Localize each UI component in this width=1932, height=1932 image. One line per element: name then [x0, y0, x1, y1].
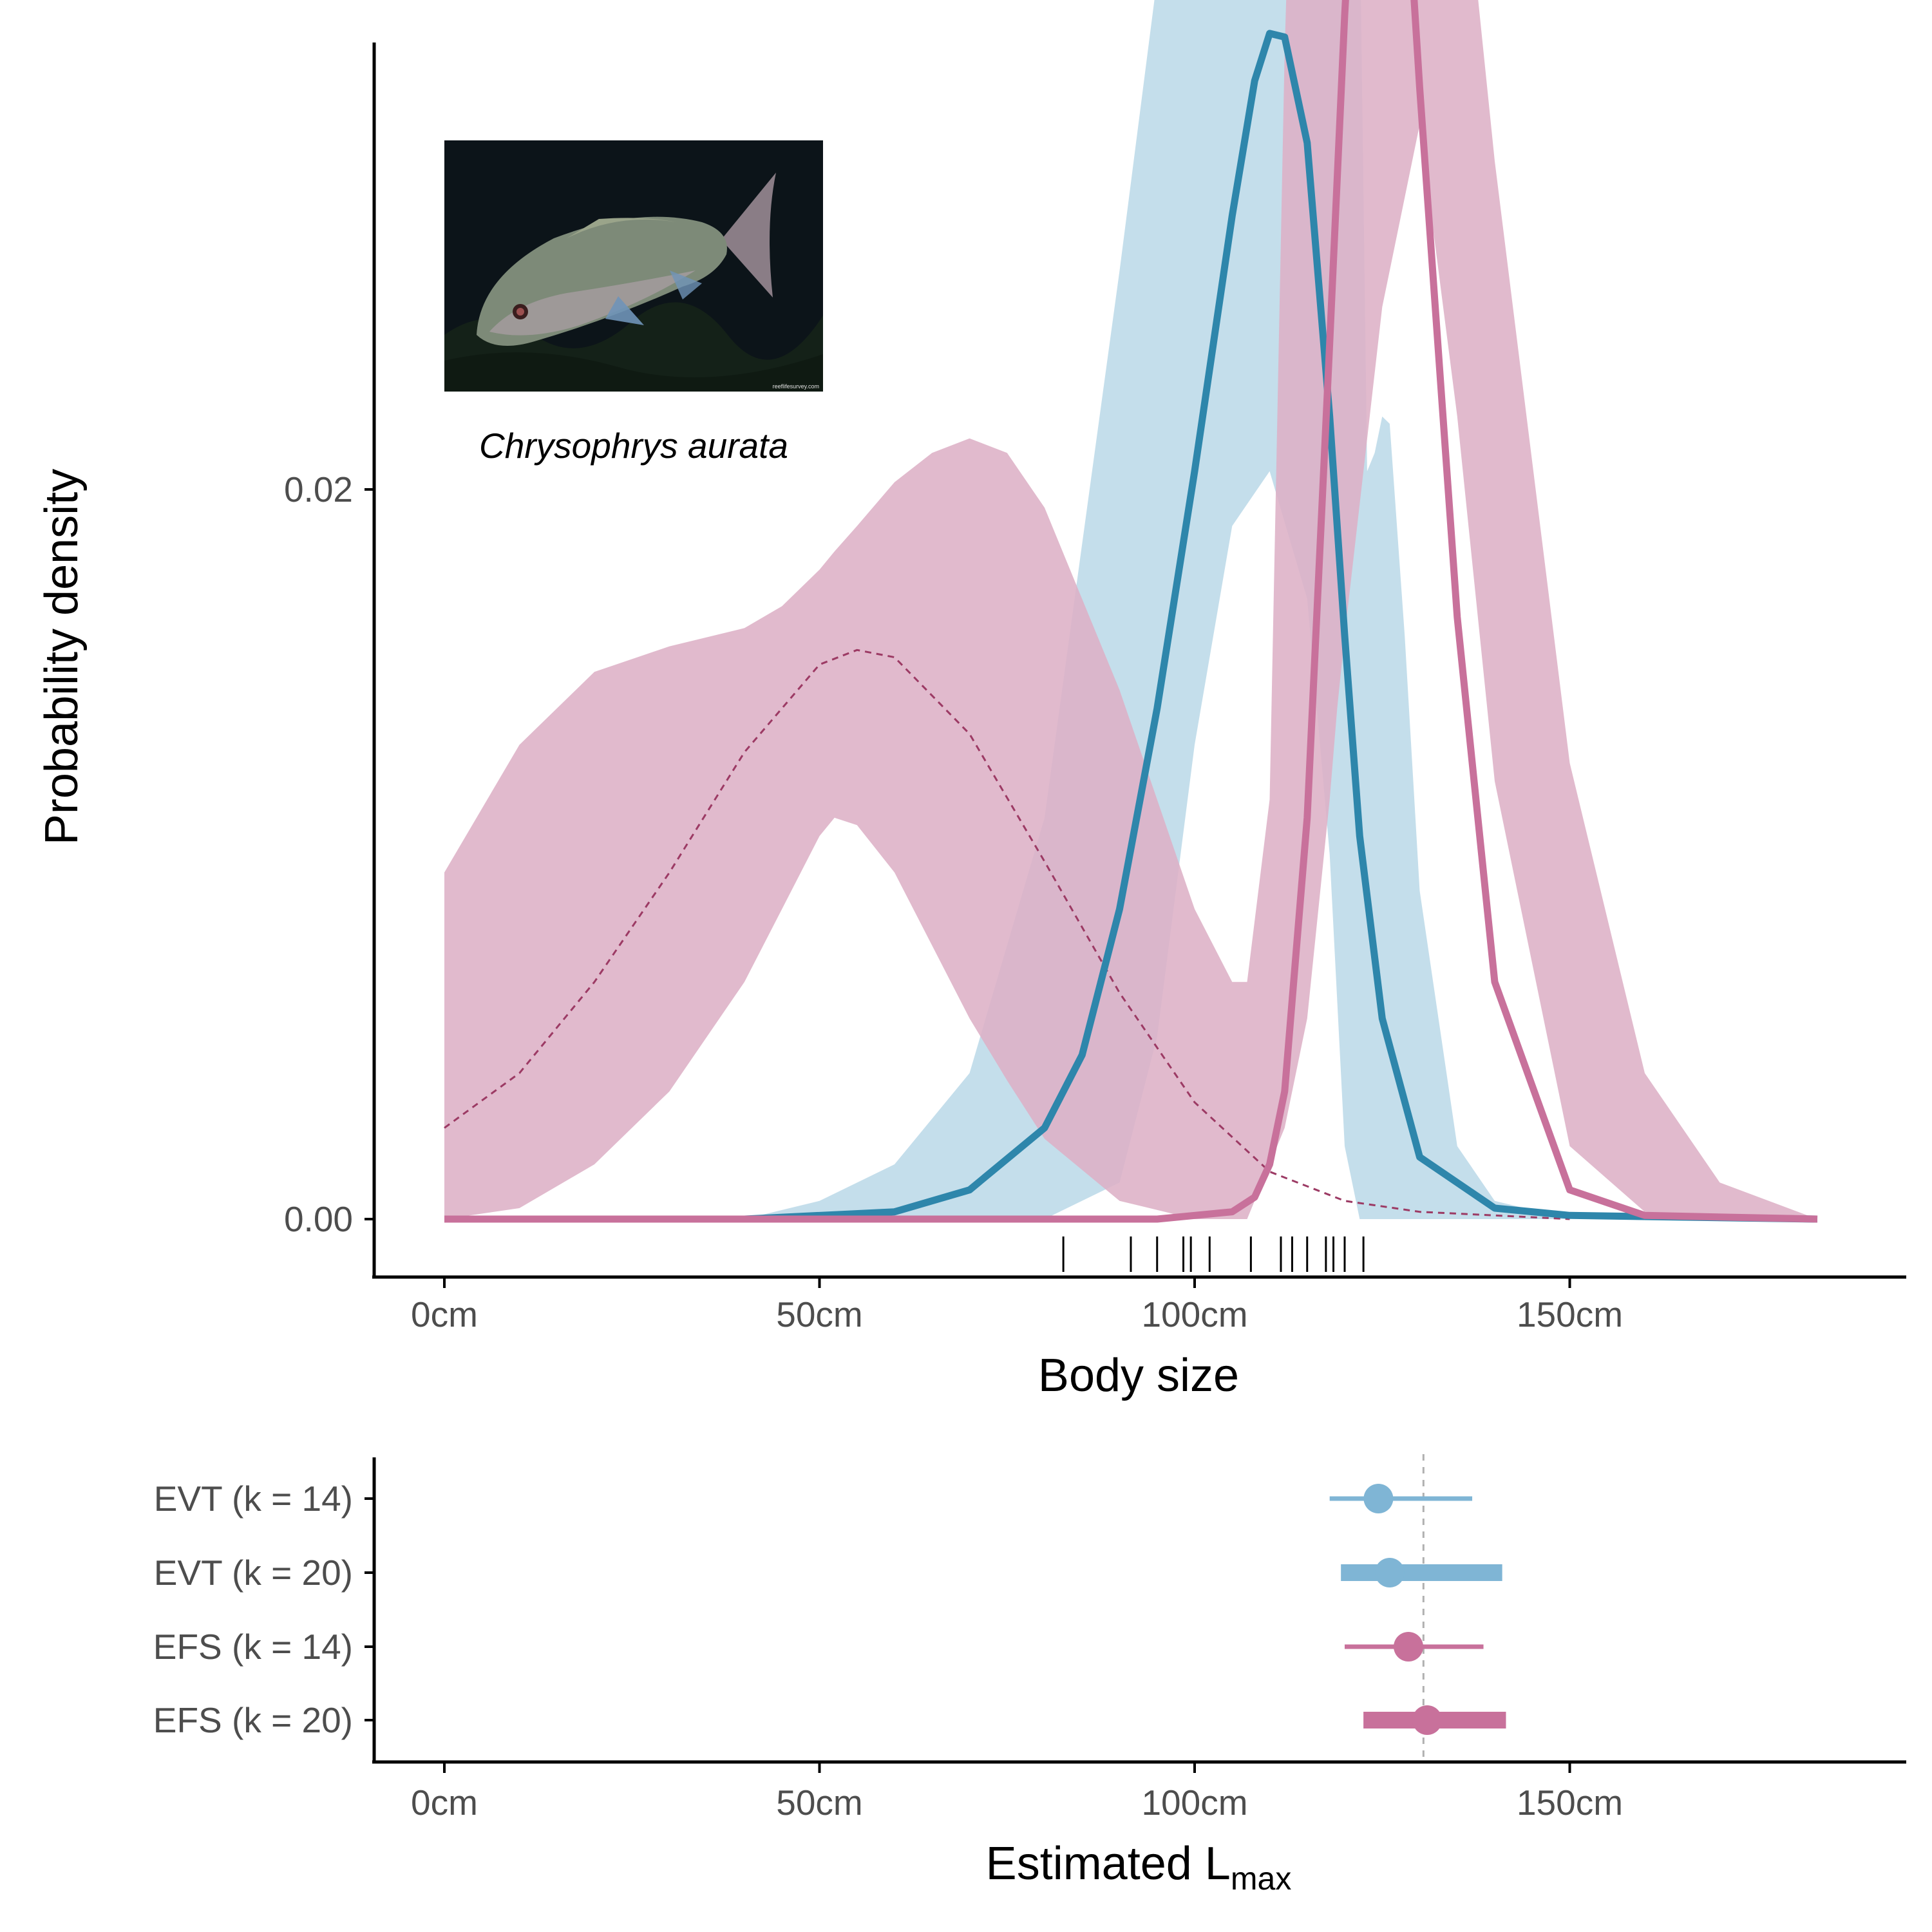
estimate-panel: EVT (k = 14) EVT (k = 20) EFS (k = 14) EFS …	[153, 1454, 1906, 1897]
x-tick-label: 0cm	[411, 1783, 478, 1823]
bottom-x-axis-title: Estimated Lmax	[986, 1838, 1292, 1897]
rug-marks	[1063, 1236, 1363, 1272]
x-tick-label: 50cm	[776, 1783, 863, 1823]
estimate-point	[1394, 1632, 1423, 1662]
estimate-labels: EVT (k = 14) EVT (k = 20) EFS (k = 14) EFS …	[153, 1479, 374, 1740]
estimate-label: EVT (k = 14)	[154, 1479, 353, 1519]
estimate-points	[1330, 1484, 1506, 1735]
x-tick-label: 50cm	[776, 1294, 863, 1334]
y-tick-label: 0.00	[284, 1199, 353, 1239]
x-tick-label: 100cm	[1141, 1783, 1247, 1823]
x-tick-label: 100cm	[1141, 1294, 1247, 1334]
estimate-point	[1375, 1558, 1405, 1587]
species-name: Chrysophrys aurata	[479, 426, 788, 466]
species-photo: reeflifesurvey.com	[444, 140, 823, 392]
x-tick-label: 150cm	[1517, 1294, 1623, 1334]
y-axis-ticks: 0.000.020.040.06	[284, 0, 374, 1239]
estimate-label: EFS (k = 20)	[153, 1700, 353, 1740]
y-tick-label: 0.02	[284, 469, 353, 509]
photo-credit: reeflifesurvey.com	[773, 383, 819, 390]
estimate-label: EFS (k = 14)	[153, 1627, 353, 1667]
bottom-x-axis-ticks: 0cm 50cm 100cm 150cm	[411, 1763, 1623, 1823]
estimate-label: EVT (k = 20)	[154, 1553, 353, 1593]
x-axis-ticks: 0cm 50cm 100cm 150cm	[411, 1278, 1623, 1334]
x-axis-title: Body size	[1038, 1350, 1239, 1401]
x-tick-label: 150cm	[1517, 1783, 1623, 1823]
x-tick-label: 0cm	[411, 1294, 478, 1334]
estimate-point	[1363, 1484, 1393, 1513]
estimate-point	[1412, 1705, 1442, 1735]
y-axis-title: Probability density	[36, 469, 88, 845]
